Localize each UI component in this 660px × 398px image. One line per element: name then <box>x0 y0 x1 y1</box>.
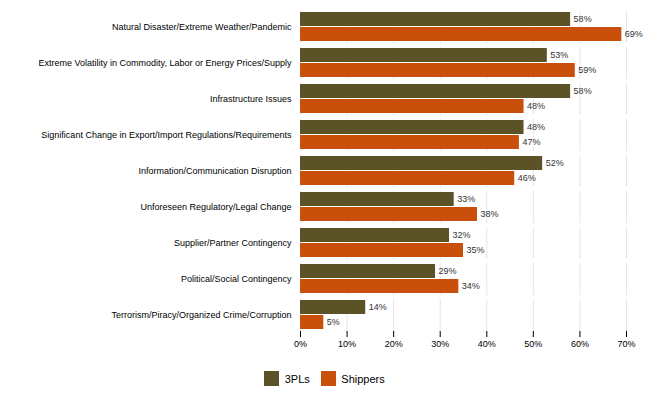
svg-text:35%: 35% <box>467 245 485 255</box>
svg-text:48%: 48% <box>527 101 545 111</box>
svg-text:40%: 40% <box>478 339 496 349</box>
svg-text:Infrastructure Issues: Infrastructure Issues <box>210 94 292 104</box>
svg-text:58%: 58% <box>574 14 592 24</box>
svg-text:69%: 69% <box>625 29 643 39</box>
svg-text:59%: 59% <box>578 65 596 75</box>
svg-text:Political/Social Contingency: Political/Social Contingency <box>181 274 292 284</box>
svg-text:Unforeseen Regulatory/Legal Ch: Unforeseen Regulatory/Legal Change <box>140 202 291 212</box>
svg-text:5%: 5% <box>327 317 340 327</box>
svg-text:10%: 10% <box>338 339 356 349</box>
svg-text:Natural Disaster/Extreme Weath: Natural Disaster/Extreme Weather/Pandemi… <box>112 22 292 32</box>
svg-text:50%: 50% <box>524 339 542 349</box>
svg-text:Information/Communication Disr: Information/Communication Disruption <box>138 166 291 176</box>
svg-text:58%: 58% <box>574 86 592 96</box>
svg-text:30%: 30% <box>431 339 449 349</box>
svg-text:14%: 14% <box>369 302 387 312</box>
svg-text:70%: 70% <box>617 339 635 349</box>
svg-text:53%: 53% <box>550 50 568 60</box>
svg-text:48%: 48% <box>527 122 545 132</box>
svg-text:Terrorism/Piracy/Organized Cri: Terrorism/Piracy/Organized Crime/Corrupt… <box>111 310 291 320</box>
html-text:Shippers: Shippers <box>341 372 385 385</box>
svg-text:Significant Change in Export/I: Significant Change in Export/Import Regu… <box>41 130 292 140</box>
svg-text:32%: 32% <box>453 230 471 240</box>
html-text:3PLs: 3PLs <box>284 372 310 385</box>
svg-text:0%: 0% <box>294 339 307 349</box>
svg-text:46%: 46% <box>518 173 536 183</box>
svg-text:34%: 34% <box>462 281 480 291</box>
svg-text:47%: 47% <box>522 137 540 147</box>
svg-text:29%: 29% <box>439 266 457 276</box>
svg-text:Supplier/Partner Contingency: Supplier/Partner Contingency <box>174 238 292 248</box>
svg-text:20%: 20% <box>385 339 403 349</box>
svg-text:60%: 60% <box>571 339 589 349</box>
svg-text:38%: 38% <box>480 209 498 219</box>
svg-text:33%: 33% <box>457 194 475 204</box>
svg-text:Extreme Volatility in Commodit: Extreme Volatility in Commodity, Labor o… <box>39 58 292 68</box>
svg-text:52%: 52% <box>546 158 564 168</box>
